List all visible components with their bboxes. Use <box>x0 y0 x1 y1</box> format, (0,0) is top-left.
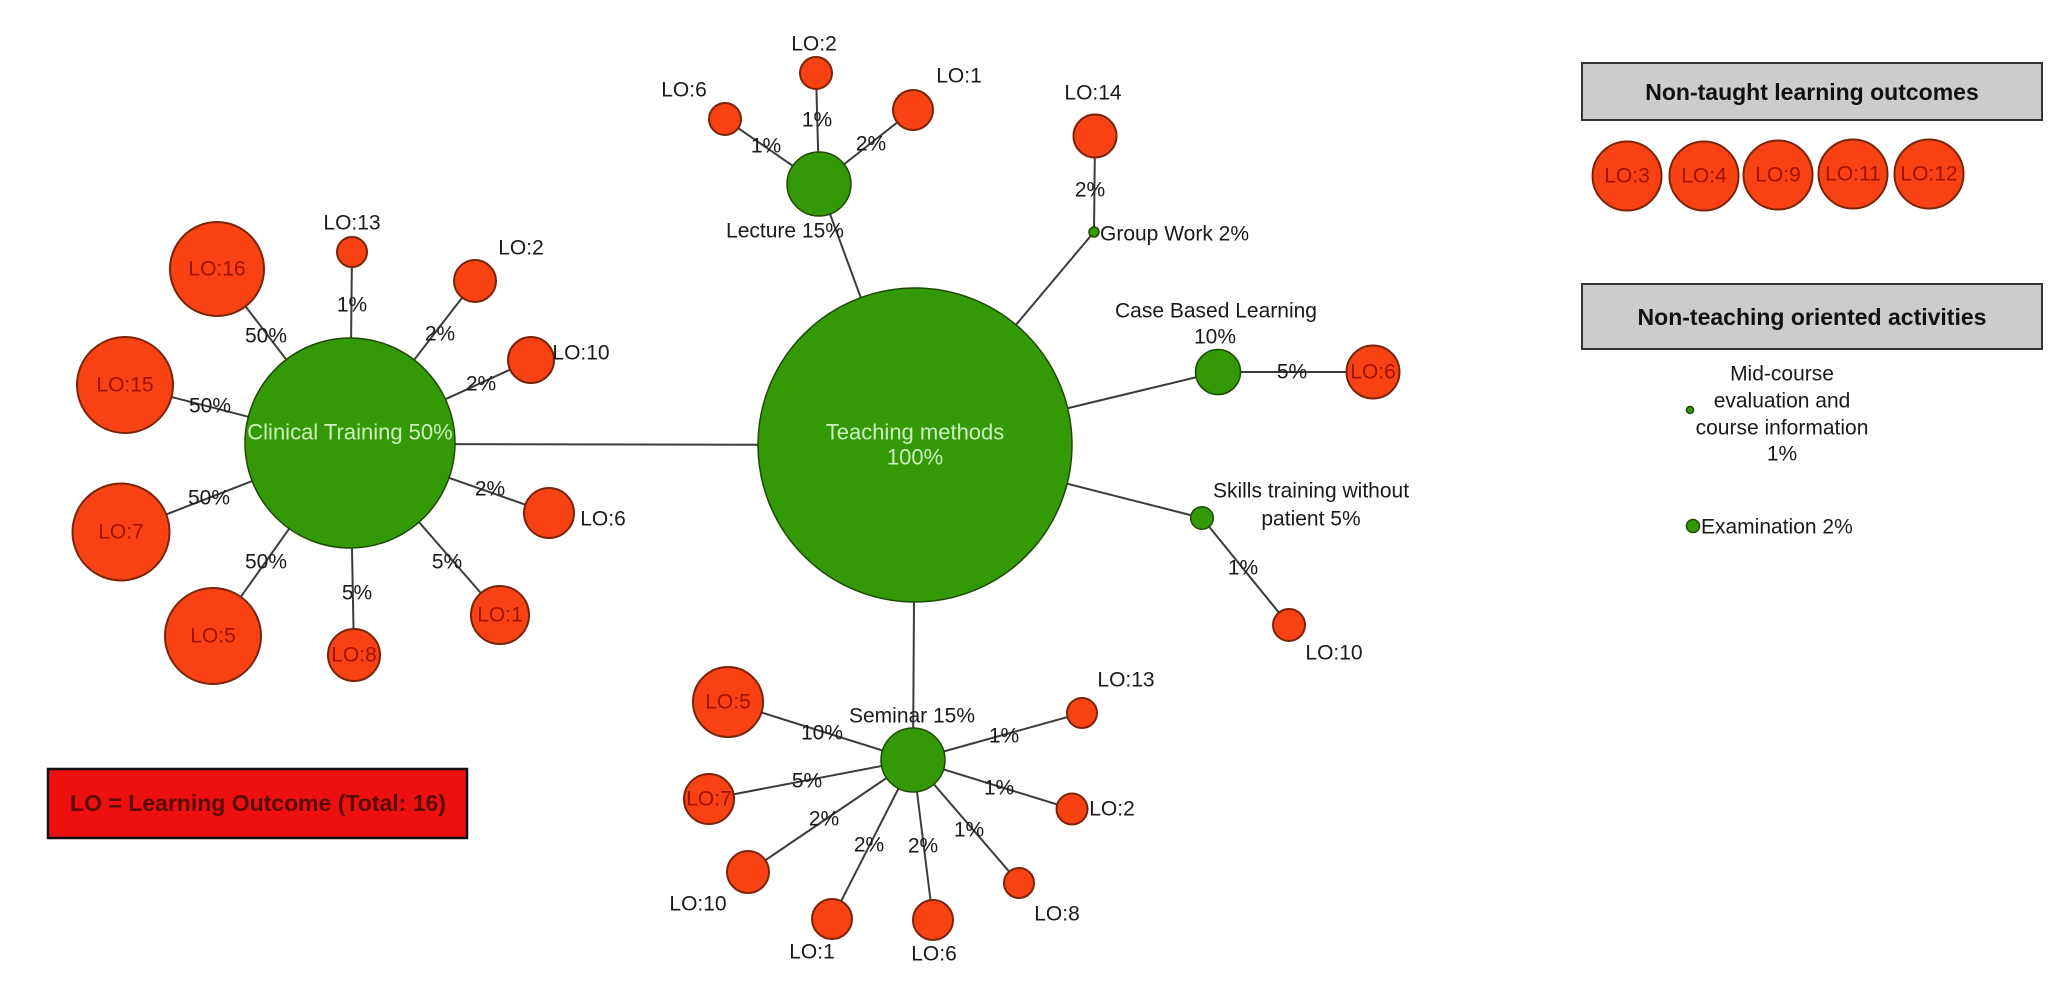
svg-text:5%: 5% <box>792 770 822 793</box>
svg-text:LO:16: LO:16 <box>188 258 245 281</box>
svg-text:LO:10: LO:10 <box>552 342 609 365</box>
svg-text:LO:13: LO:13 <box>323 212 380 235</box>
svg-text:Non-taught learning outcomes: Non-taught learning outcomes <box>1645 79 1979 105</box>
svg-text:5%: 5% <box>432 551 462 574</box>
svg-text:10%: 10% <box>801 722 843 745</box>
svg-text:LO:12: LO:12 <box>1900 163 1957 186</box>
svg-text:LO:9: LO:9 <box>1755 164 1801 187</box>
svg-text:LO:5: LO:5 <box>190 625 236 648</box>
svg-text:1%: 1% <box>1228 557 1258 580</box>
svg-text:2%: 2% <box>475 478 505 501</box>
svg-text:Seminar 15%: Seminar 15% <box>849 705 975 728</box>
svg-text:1%: 1% <box>751 135 781 158</box>
svg-text:LO:6: LO:6 <box>911 943 957 966</box>
svg-text:Clinical Training 50%: Clinical Training 50% <box>247 420 452 445</box>
svg-text:LO:3: LO:3 <box>1604 165 1650 188</box>
svg-text:LO:7: LO:7 <box>686 788 732 811</box>
svg-text:Group Work 2%: Group Work 2% <box>1100 223 1249 246</box>
svg-text:course information: course information <box>1696 417 1869 440</box>
svg-text:Lecture 15%: Lecture 15% <box>726 220 844 243</box>
svg-text:Non-teaching oriented activiti: Non-teaching oriented activities <box>1638 304 1987 330</box>
svg-text:LO:2: LO:2 <box>1089 798 1135 821</box>
svg-text:LO = Learning Outcome (Total:: LO = Learning Outcome (Total: 16) <box>70 790 446 816</box>
svg-text:5%: 5% <box>342 582 372 605</box>
svg-text:50%: 50% <box>245 551 287 574</box>
svg-text:LO:1: LO:1 <box>936 65 982 88</box>
svg-text:LO:6: LO:6 <box>580 508 626 531</box>
svg-text:Examination 2%: Examination 2% <box>1701 516 1853 539</box>
svg-text:evaluation and: evaluation and <box>1714 390 1851 413</box>
svg-text:Mid-course: Mid-course <box>1730 363 1834 386</box>
svg-text:2%: 2% <box>1075 179 1105 202</box>
svg-text:LO:6: LO:6 <box>661 79 707 102</box>
svg-text:2%: 2% <box>425 323 455 346</box>
svg-text:LO:14: LO:14 <box>1064 82 1122 105</box>
svg-text:1%: 1% <box>1767 443 1797 466</box>
svg-text:100%: 100% <box>887 445 943 470</box>
svg-text:1%: 1% <box>954 819 984 842</box>
svg-text:LO:4: LO:4 <box>1681 165 1727 188</box>
svg-text:LO:15: LO:15 <box>96 374 153 397</box>
svg-text:Skills training without: Skills training without <box>1213 480 1409 503</box>
svg-text:5%: 5% <box>1277 361 1307 384</box>
svg-text:LO:11: LO:11 <box>1825 163 1881 186</box>
svg-text:patient 5%: patient 5% <box>1261 508 1360 531</box>
svg-text:2%: 2% <box>856 133 886 156</box>
svg-text:Case Based Learning: Case Based Learning <box>1115 300 1317 323</box>
svg-text:LO:6: LO:6 <box>1350 361 1396 384</box>
svg-text:LO:13: LO:13 <box>1097 669 1154 692</box>
svg-text:1%: 1% <box>337 294 367 317</box>
svg-text:2%: 2% <box>809 808 839 831</box>
svg-text:LO:8: LO:8 <box>331 644 377 667</box>
svg-text:LO:8: LO:8 <box>1034 903 1080 926</box>
svg-text:LO:10: LO:10 <box>669 893 726 916</box>
svg-text:LO:2: LO:2 <box>498 237 544 260</box>
svg-text:Teaching methods: Teaching methods <box>826 420 1005 445</box>
svg-text:LO:5: LO:5 <box>705 691 751 714</box>
svg-text:LO:1: LO:1 <box>789 941 835 964</box>
svg-text:50%: 50% <box>245 325 287 348</box>
svg-text:2%: 2% <box>466 373 496 396</box>
svg-text:LO:1: LO:1 <box>477 604 523 627</box>
svg-text:1%: 1% <box>989 725 1019 748</box>
svg-text:1%: 1% <box>984 777 1014 800</box>
svg-text:50%: 50% <box>189 395 231 418</box>
svg-text:50%: 50% <box>188 487 230 510</box>
svg-text:1%: 1% <box>802 109 832 132</box>
svg-text:2%: 2% <box>908 835 938 858</box>
svg-text:10%: 10% <box>1194 326 1236 349</box>
svg-text:LO:2: LO:2 <box>791 33 837 56</box>
svg-text:LO:7: LO:7 <box>98 521 144 544</box>
svg-text:LO:10: LO:10 <box>1305 642 1362 665</box>
svg-text:2%: 2% <box>854 834 884 857</box>
